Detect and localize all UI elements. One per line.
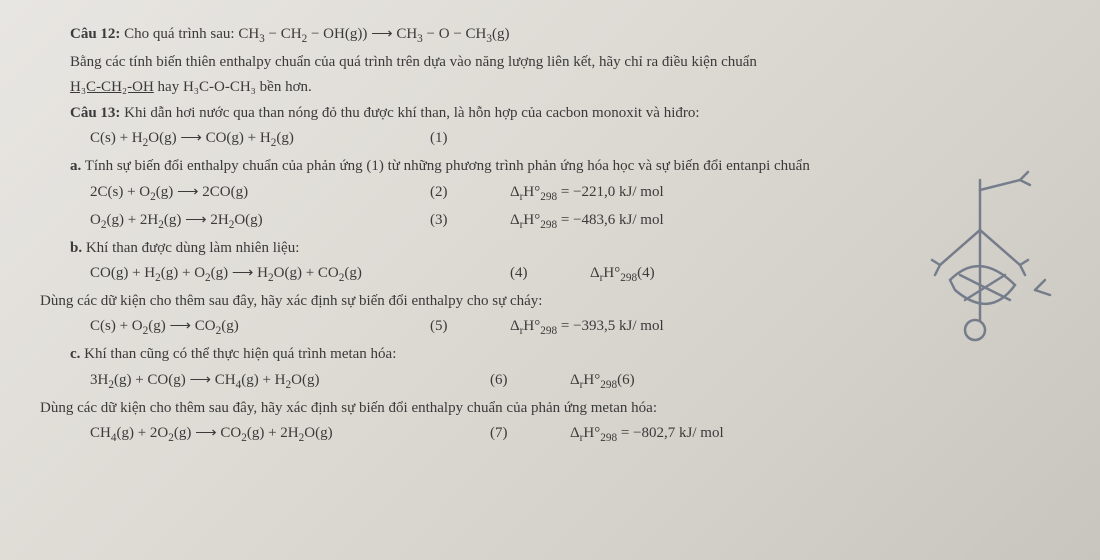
q13a-text: Tính sự biến đổi enthalpy chuẩn của phản… xyxy=(85,158,810,174)
q12-desc1: Bằng các tính biến thiên enthalpy chuẩn … xyxy=(40,51,1060,74)
q12-title: Câu 12: xyxy=(70,26,120,42)
eq2-r: ΔrH°298 = −221,0 kJ/ mol xyxy=(480,181,664,206)
q13c-line: c. Khí than cũng có thể thực hiện quá tr… xyxy=(40,343,1060,366)
q13a-label: a. xyxy=(70,158,81,174)
eq3-row: O2(g) + 2H2(g) ⟶ 2H2O(g) (3) ΔrH°298 = −… xyxy=(40,209,1060,234)
q12-equation: CH3 − CH2 − OH(g)) ⟶ CH3 − O − CH3(g) xyxy=(238,26,509,42)
eq5-r: ΔrH°298 = −393,5 kJ/ mol xyxy=(480,315,664,340)
eq6-row: 3H2(g) + CO(g) ⟶ CH4(g) + H2O(g) (6) ΔrH… xyxy=(40,369,1060,394)
q13b-label: b. xyxy=(70,240,82,256)
q13a-line: a. Tính sự biến đổi enthalpy chuẩn của p… xyxy=(40,155,1060,178)
q13c-text: Khí than cũng có thể thực hiện quá trình… xyxy=(84,346,396,362)
eq4-n: (4) xyxy=(510,262,560,285)
eq6-r: ΔrH°298(6) xyxy=(540,369,635,394)
q13-title: Câu 13: xyxy=(70,105,120,121)
eq1-num: (1) xyxy=(430,127,480,150)
q12-desc2-rest: hay H₃C-O-CH₃ bền hơn. xyxy=(154,79,312,95)
eq7-row: CH4(g) + 2O2(g) ⟶ CO2(g) + 2H2O(g) (7) Δ… xyxy=(40,422,1060,447)
eq7-r: ΔrH°298 = −802,7 kJ/ mol xyxy=(540,422,724,447)
q13-line: Câu 13: Khi dẫn hơi nước qua than nóng đ… xyxy=(40,102,1060,125)
eq3-l: O2(g) + 2H2(g) ⟶ 2H2O(g) xyxy=(90,209,430,234)
pen-scribble-icon xyxy=(920,170,1060,350)
eq1: C(s) + H2O(g) ⟶ CO(g) + H2(g) xyxy=(90,127,430,152)
q12-desc2: H₃C-CH₂-OH hay H₃C-O-CH₃ bền hơn. xyxy=(40,76,1060,99)
eq4-l: CO(g) + H2(g) + O2(g) ⟶ H2O(g) + CO2(g) xyxy=(90,262,510,287)
q12-text: Cho quá trình sau: xyxy=(124,26,234,42)
eq3-n: (3) xyxy=(430,209,480,232)
eq6-l: 3H2(g) + CO(g) ⟶ CH4(g) + H2O(g) xyxy=(90,369,490,394)
q12-desc2-underlined: H₃C-CH₂-OH xyxy=(70,79,154,95)
eq2-l: 2C(s) + O2(g) ⟶ 2CO(g) xyxy=(90,181,430,206)
eq6-n: (6) xyxy=(490,369,540,392)
q13b-line: b. Khí than được dùng làm nhiên liệu: xyxy=(40,237,1060,260)
q13b-text: Khí than được dùng làm nhiên liệu: xyxy=(86,240,300,256)
q13b-desc: Dùng các dữ kiện cho thêm sau đây, hãy x… xyxy=(40,290,1060,313)
eq5-n: (5) xyxy=(430,315,480,338)
eq5-row: C(s) + O2(g) ⟶ CO2(g) (5) ΔrH°298 = −393… xyxy=(40,315,1060,340)
eq4-row: CO(g) + H2(g) + O2(g) ⟶ H2O(g) + CO2(g) … xyxy=(40,262,1060,287)
eq2-n: (2) xyxy=(430,181,480,204)
eq5-l: C(s) + O2(g) ⟶ CO2(g) xyxy=(90,315,430,340)
q13-text: Khi dẫn hơi nước qua than nóng đỏ thu đư… xyxy=(124,105,699,121)
eq4-r: ΔrH°298(4) xyxy=(560,262,655,287)
eq1-row: C(s) + H2O(g) ⟶ CO(g) + H2(g) (1) xyxy=(40,127,1060,152)
q13c-desc: Dùng các dữ kiện cho thêm sau đây, hãy x… xyxy=(40,397,1060,420)
eq2-row: 2C(s) + O2(g) ⟶ 2CO(g) (2) ΔrH°298 = −22… xyxy=(40,181,1060,206)
eq7-n: (7) xyxy=(490,422,540,445)
eq7-l: CH4(g) + 2O2(g) ⟶ CO2(g) + 2H2O(g) xyxy=(90,422,490,447)
eq3-r: ΔrH°298 = −483,6 kJ/ mol xyxy=(480,209,664,234)
q13c-label: c. xyxy=(70,346,80,362)
q12-line: Câu 12: Cho quá trình sau: CH3 − CH2 − O… xyxy=(40,23,1060,48)
